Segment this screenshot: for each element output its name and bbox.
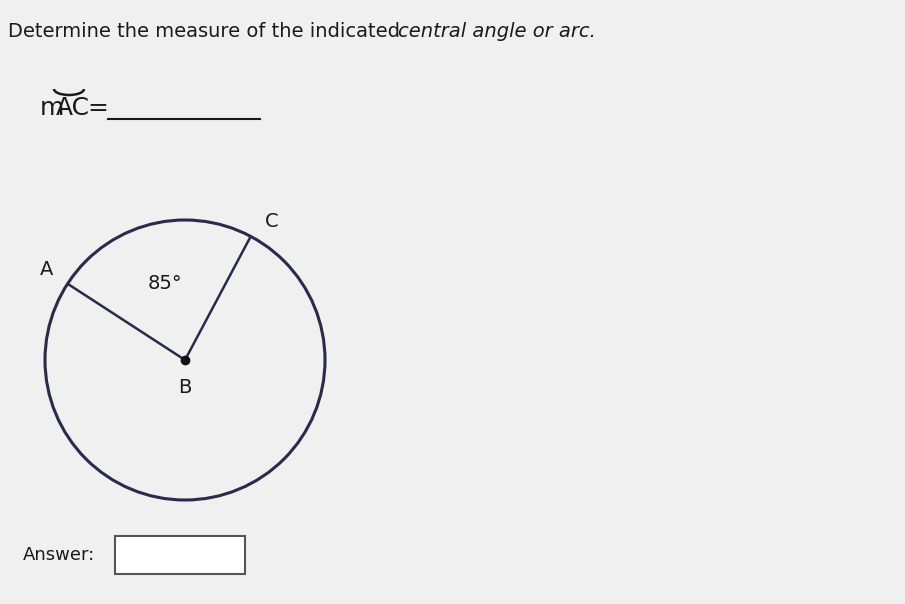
Text: B: B [178, 378, 192, 397]
Text: C: C [265, 213, 279, 231]
FancyBboxPatch shape [115, 536, 245, 574]
Text: Answer:: Answer: [23, 546, 95, 564]
Text: Determine the measure of the indicated: Determine the measure of the indicated [8, 22, 406, 41]
Text: =: = [87, 96, 108, 120]
Text: m: m [40, 96, 64, 120]
Text: AC: AC [56, 96, 90, 120]
Text: central angle or arc.: central angle or arc. [398, 22, 595, 41]
Text: 85°: 85° [148, 274, 183, 293]
Text: A: A [40, 260, 53, 279]
